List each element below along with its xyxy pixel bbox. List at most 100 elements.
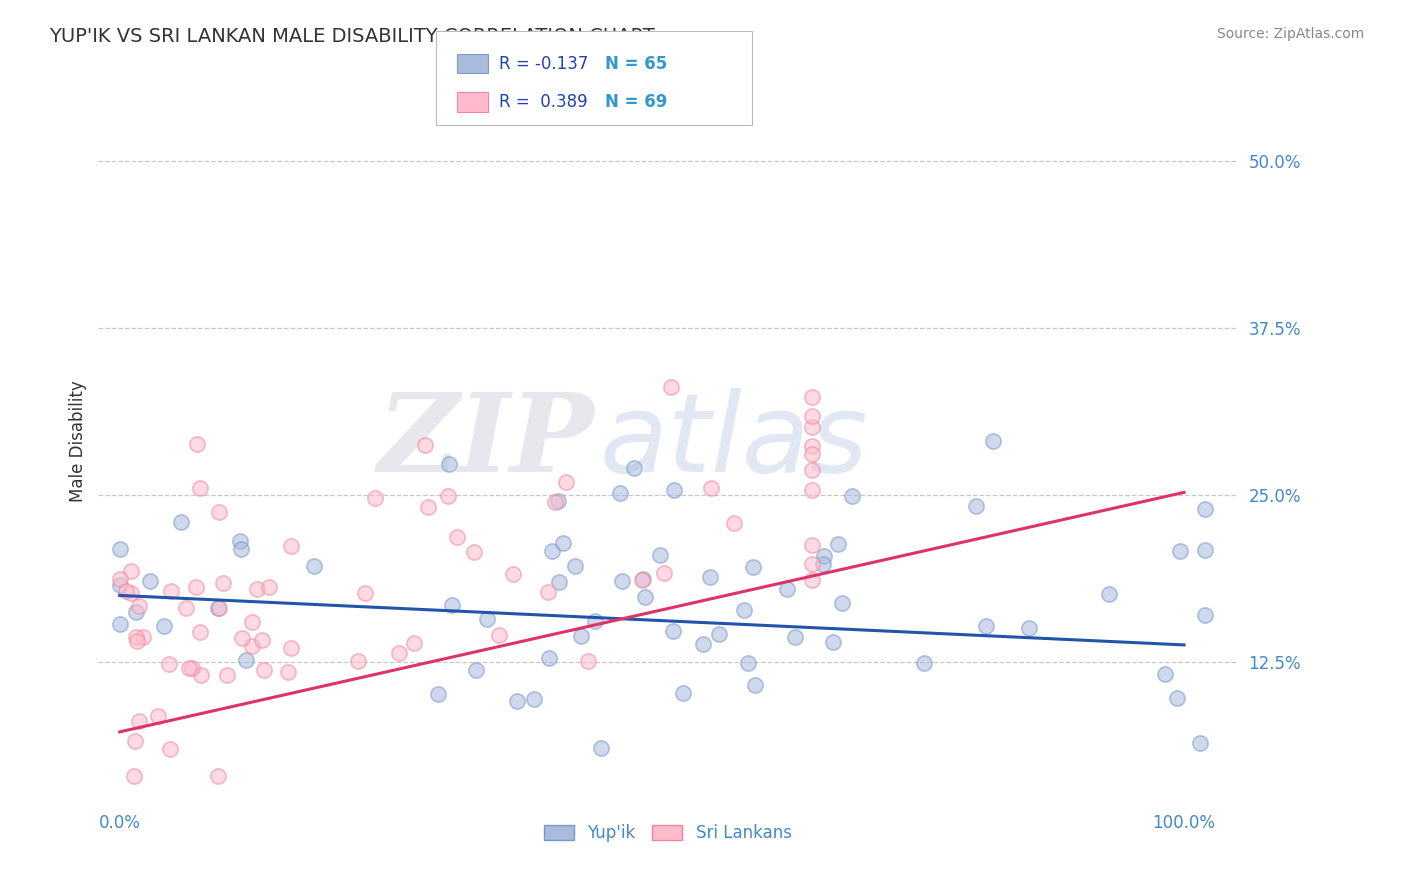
- Point: [153, 619, 176, 633]
- Point: [440, 598, 463, 612]
- Y-axis label: Male Disability: Male Disability: [69, 381, 87, 502]
- Point: [125, 605, 148, 619]
- Point: [242, 640, 264, 654]
- Point: [446, 530, 468, 544]
- Point: [131, 630, 153, 644]
- Point: [800, 447, 823, 461]
- Point: [174, 601, 197, 615]
- Point: [699, 570, 721, 584]
- Legend: Yup'ik, Sri Lankans: Yup'ik, Sri Lankans: [537, 817, 799, 848]
- Point: [610, 574, 633, 588]
- Point: [354, 586, 377, 600]
- Point: [776, 582, 799, 596]
- Point: [831, 596, 853, 610]
- Point: [257, 580, 280, 594]
- Point: [623, 461, 645, 475]
- Point: [733, 602, 755, 616]
- Point: [1188, 736, 1211, 750]
- Point: [120, 585, 142, 599]
- Point: [965, 499, 987, 513]
- Point: [564, 559, 586, 574]
- Point: [108, 572, 131, 586]
- Point: [207, 769, 229, 783]
- Point: [1194, 502, 1216, 516]
- Point: [388, 646, 411, 660]
- Point: [537, 585, 560, 599]
- Point: [800, 463, 823, 477]
- Point: [912, 657, 935, 671]
- Point: [120, 564, 142, 578]
- Point: [364, 491, 387, 505]
- Point: [180, 661, 202, 675]
- Point: [548, 574, 571, 589]
- Point: [240, 615, 263, 629]
- Point: [800, 573, 823, 587]
- Text: ZIP: ZIP: [377, 388, 593, 495]
- Point: [437, 457, 460, 471]
- Point: [744, 678, 766, 692]
- Point: [555, 475, 578, 489]
- Text: N = 69: N = 69: [605, 93, 666, 111]
- Point: [231, 631, 253, 645]
- Point: [211, 575, 233, 590]
- Point: [589, 740, 612, 755]
- Point: [800, 557, 823, 571]
- Point: [124, 769, 146, 783]
- Point: [170, 515, 193, 529]
- Point: [662, 483, 685, 497]
- Point: [783, 630, 806, 644]
- Point: [347, 654, 370, 668]
- Point: [723, 516, 745, 530]
- Point: [217, 668, 239, 682]
- Point: [841, 489, 863, 503]
- Point: [576, 654, 599, 668]
- Point: [1098, 587, 1121, 601]
- Point: [304, 558, 326, 573]
- Point: [188, 624, 211, 639]
- Point: [800, 483, 823, 497]
- Point: [253, 663, 276, 677]
- Point: [463, 545, 485, 559]
- Point: [523, 691, 546, 706]
- Point: [413, 438, 436, 452]
- Point: [659, 380, 682, 394]
- Point: [207, 600, 229, 615]
- Point: [800, 439, 823, 453]
- Point: [1194, 608, 1216, 623]
- Point: [250, 633, 273, 648]
- Point: [436, 489, 458, 503]
- Point: [672, 686, 695, 700]
- Point: [652, 566, 675, 580]
- Point: [186, 580, 208, 594]
- Point: [208, 601, 231, 615]
- Point: [662, 624, 685, 639]
- Point: [108, 616, 131, 631]
- Point: [742, 559, 765, 574]
- Point: [235, 653, 257, 667]
- Point: [538, 650, 561, 665]
- Point: [280, 640, 302, 655]
- Point: [177, 661, 200, 675]
- Point: [475, 612, 498, 626]
- Point: [609, 486, 631, 500]
- Point: [800, 420, 823, 434]
- Point: [707, 627, 730, 641]
- Point: [648, 548, 671, 562]
- Point: [1018, 621, 1040, 635]
- Point: [813, 549, 835, 563]
- Point: [229, 542, 252, 557]
- Point: [464, 663, 486, 677]
- Point: [128, 599, 150, 613]
- Point: [811, 557, 834, 571]
- Text: R =  0.389: R = 0.389: [499, 93, 588, 111]
- Point: [633, 572, 655, 586]
- Point: [108, 577, 131, 591]
- Point: [208, 504, 231, 518]
- Point: [553, 535, 575, 549]
- Point: [981, 434, 1004, 448]
- Point: [1168, 543, 1191, 558]
- Point: [1166, 691, 1188, 706]
- Point: [128, 714, 150, 729]
- Text: atlas: atlas: [599, 388, 868, 495]
- Point: [246, 582, 269, 596]
